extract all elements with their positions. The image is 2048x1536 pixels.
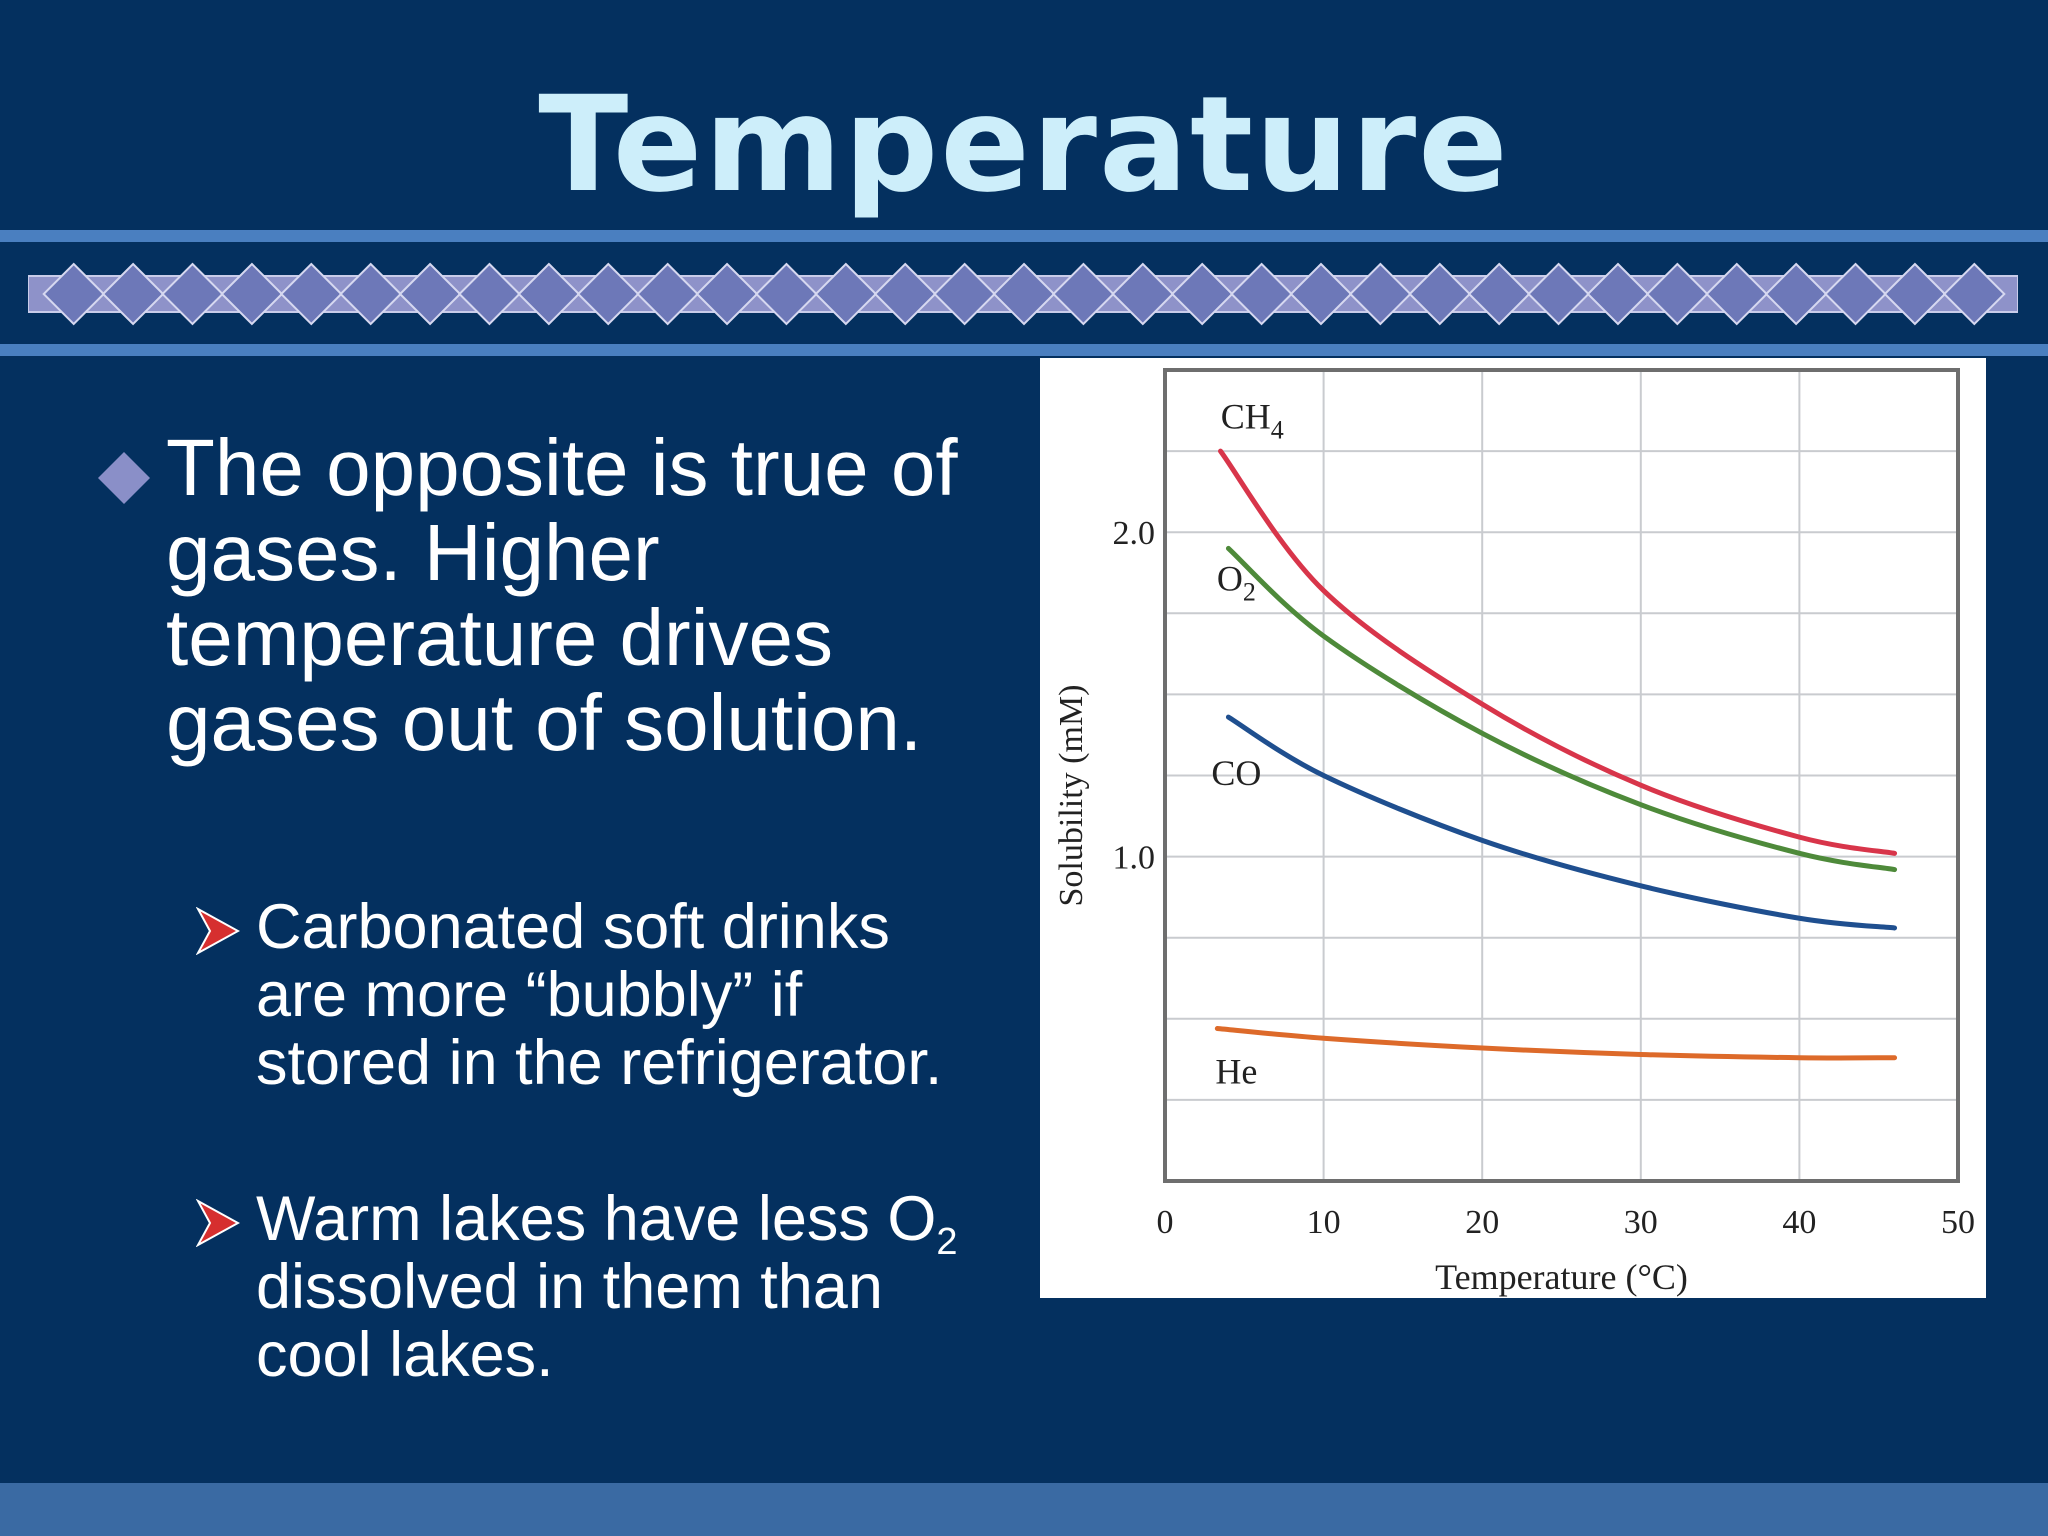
header-stripe-bottom (0, 344, 2048, 356)
band-diamond (1586, 262, 1650, 326)
band-diamond (1408, 262, 1472, 326)
arrowhead-bullet-icon (196, 907, 240, 955)
band-diamond (1467, 262, 1531, 326)
series-labels: CH4 O2 CO He (1211, 396, 1283, 1091)
series-line-o2 (1225, 545, 1898, 873)
band-diamond (814, 262, 878, 326)
subscript-digit: 2 (936, 1221, 958, 1263)
sub-bullet-text: Warm lakes have less O2 dissolved in the… (256, 1185, 976, 1389)
band-diamond (873, 262, 937, 326)
band-diamond (636, 262, 700, 326)
sub-bullet-text: Carbonated soft drinks are more “bubbly”… (256, 892, 943, 1098)
series-line-ch4 (1218, 448, 1898, 856)
diamond-band (28, 262, 2018, 326)
x-tick-label: 20 (1465, 1204, 1499, 1241)
band-diamond (576, 262, 640, 326)
header-stripe-top (0, 230, 2048, 242)
band-diamond (1764, 262, 1828, 326)
band-diamond (1942, 262, 2006, 326)
band-diamond (1645, 262, 1709, 326)
band-diamond (1705, 262, 1769, 326)
footer-bar (0, 1483, 2048, 1536)
chart-svg: CH4 O2 CO He 0 10 20 30 40 50 1.0 2.0 Temperature … (1040, 358, 1986, 1298)
band-diamond (1230, 262, 1293, 326)
band-diamond (933, 262, 997, 326)
band-diamond (992, 262, 1056, 326)
x-tick-label: 30 (1624, 1204, 1658, 1241)
chart-background (1040, 358, 1986, 1298)
sub-bullet-text-part: dissolved in them than cool lakes. (256, 1252, 883, 1390)
band-diamond (458, 262, 521, 326)
y-tick-label: 2.0 (1113, 515, 1156, 552)
band-diamond (398, 262, 462, 326)
band-diamond (1289, 262, 1353, 326)
plot-frame (1163, 368, 1960, 1183)
diamond-bullet-icon (98, 452, 150, 504)
band-diamond (220, 262, 284, 326)
series-label-co: CO (1211, 753, 1261, 793)
band-diamond (101, 262, 165, 326)
series-label-ch4: CH4 (1221, 396, 1284, 444)
sub-bullet-text-part: Warm lakes have less O (256, 1184, 937, 1254)
series-line-co (1225, 714, 1898, 931)
band-diamond (1348, 262, 1412, 326)
x-tick-label: 50 (1941, 1204, 1975, 1241)
y-tick-label: 1.0 (1113, 840, 1156, 877)
band-diamond (42, 262, 106, 326)
grid (1165, 370, 1958, 1181)
band-diamond (1824, 262, 1887, 326)
band-diamond (1051, 262, 1115, 326)
series-layer (1214, 448, 1898, 1061)
main-bullet-text: The opposite is true of gases. Higher te… (166, 423, 958, 767)
x-axis-label: Temperature (°C) (1435, 1257, 1688, 1297)
band-diamond (1883, 262, 1947, 326)
series-label-he: He (1215, 1052, 1257, 1092)
series-label-o2: O2 (1217, 559, 1256, 607)
y-axis-label: Solubility (mM) (1053, 685, 1090, 907)
band-diamond (279, 262, 343, 326)
tick-labels: 0 10 20 30 40 50 1.0 2.0 (1113, 515, 1976, 1241)
x-tick-label: 0 (1157, 1204, 1174, 1241)
arrowhead-bullet-icon (196, 1199, 240, 1247)
band-diamond (695, 262, 759, 326)
band-diamond (1527, 262, 1590, 326)
band-diamond (339, 262, 403, 326)
band-diamond (1170, 262, 1234, 326)
x-tick-label: 10 (1307, 1204, 1341, 1241)
solubility-chart: CH4 O2 CO He 0 10 20 30 40 50 1.0 2.0 Temperature … (1040, 358, 1986, 1303)
band-diamond (1111, 262, 1175, 326)
band-diamond (755, 262, 818, 326)
series-line-he (1214, 1026, 1898, 1061)
band-diamond (161, 262, 224, 326)
x-tick-label: 40 (1782, 1204, 1816, 1241)
band-diamond (517, 262, 581, 326)
slide-title: Temperature (538, 68, 1510, 222)
